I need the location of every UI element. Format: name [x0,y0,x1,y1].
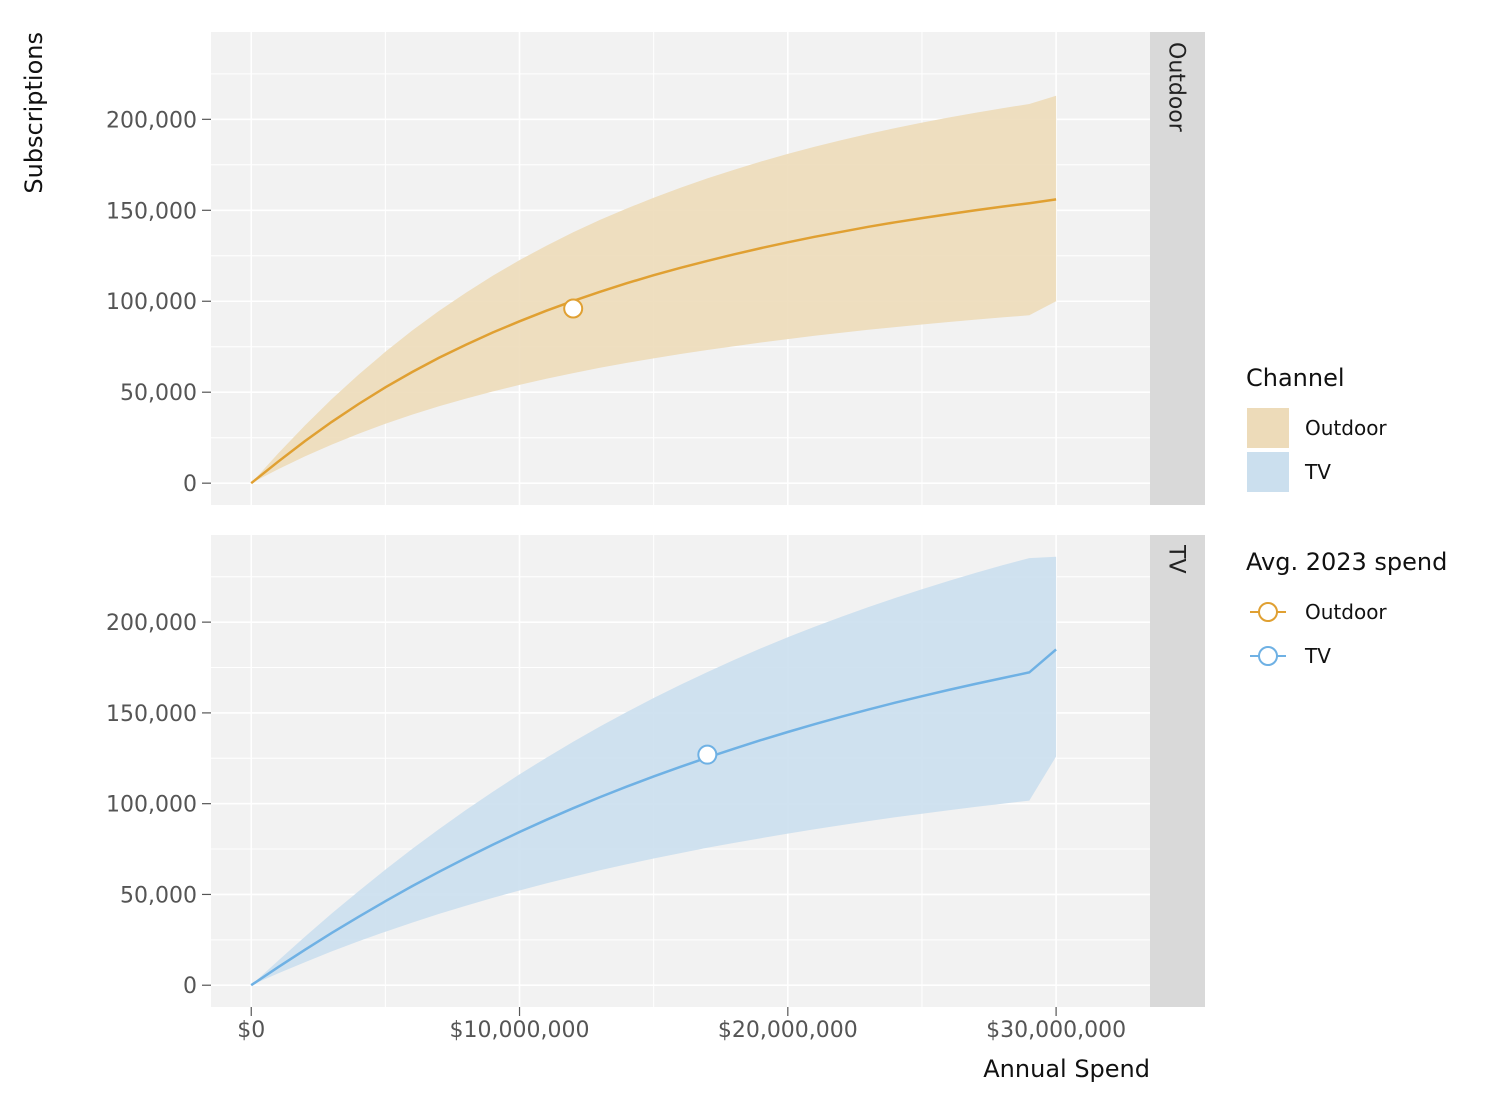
y-tick-label: 150,000 [106,199,197,224]
response-curve-line [250,648,1057,987]
x-tick-label: $0 [237,1018,265,1043]
y-tick-label: 150,000 [106,702,197,727]
y-tick-label: 0 [183,974,197,999]
legend: Channel Outdoor TV Avg. 2023 spend Outdoor TV [1246,364,1447,668]
response-curve-line [250,198,1057,485]
legend-label: Outdoor [1305,600,1387,624]
legend-key-fill-tv [1247,452,1289,492]
y-axis-title: Subscriptions [20,32,48,194]
facet-panel-tv: TV 0 50,000 100,000 150,000 200,000 [106,535,1205,1007]
y-tick-label: 100,000 [106,290,197,315]
legend-title-channel: Channel [1246,364,1345,392]
legend-label: TV [1304,644,1331,668]
y-tick-label: 200,000 [106,611,197,636]
legend-key-point-outdoor [1258,602,1278,622]
x-tick-label: $30,000,000 [986,1018,1126,1043]
y-tick-label: 200,000 [106,108,197,133]
y-tick-label: 50,000 [120,883,197,908]
facet-panel-outdoor: Outdoor 0 50,000 100,000 150,000 200,000 [106,32,1205,505]
legend-key-fill-outdoor [1247,408,1289,448]
facet-strip [1150,32,1205,505]
facet-strip-label: TV [1164,544,1189,574]
avg-spend-point [697,744,718,765]
y-tick-label: 100,000 [106,793,197,818]
legend-label: TV [1304,460,1331,484]
x-tick-label: $10,000,000 [450,1018,590,1043]
legend-key-point-tv [1258,646,1278,666]
legend-label: Outdoor [1305,416,1387,440]
facet-strip [1150,535,1205,1007]
credible-interval-band [251,556,1057,986]
legend-title-avg-spend: Avg. 2023 spend [1246,548,1447,576]
y-tick-label: 0 [183,472,197,497]
panels-layer: Outdoor 0 50,000 100,000 150,000 200,000 TV 0 50… [106,32,1205,1007]
credible-interval-band [251,95,1057,484]
axes-layer: $0 $10,000,000 $20,000,000 $30,000,000 Annua… [20,32,1150,1083]
x-tick-label: $20,000,000 [718,1018,858,1043]
facet-strip-label: Outdoor [1164,42,1189,133]
y-tick-label: 50,000 [120,381,197,406]
x-axis-title: Annual Spend [983,1055,1150,1083]
avg-spend-point [563,298,584,319]
